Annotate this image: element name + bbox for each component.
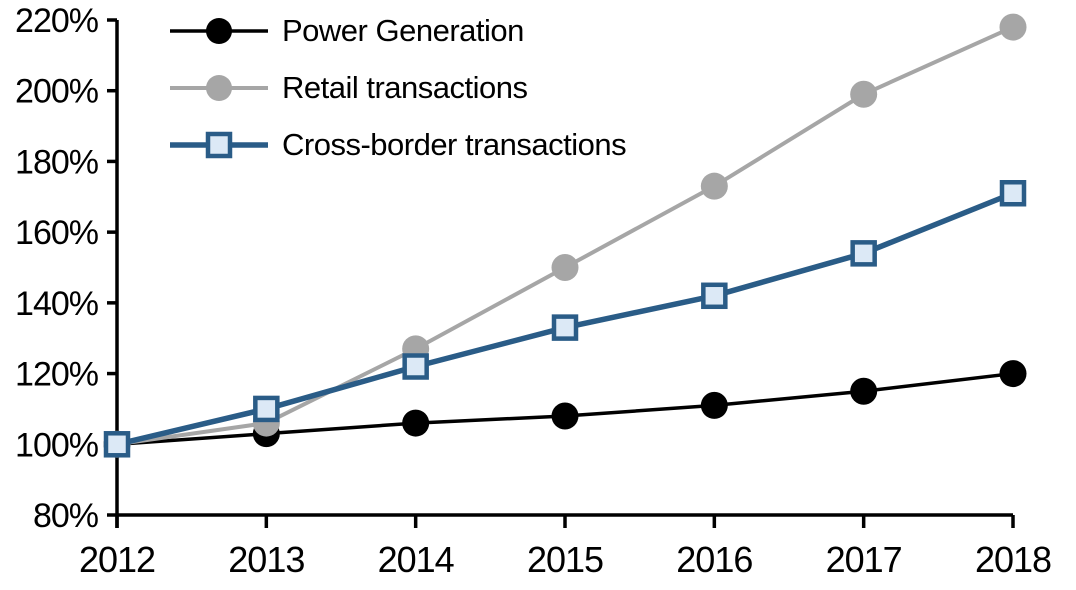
marker-power-generation-2018 xyxy=(999,360,1027,388)
marker-power-generation-2016 xyxy=(700,391,728,419)
x-tick-label: 2017 xyxy=(826,539,902,580)
legend-item-cross-border-transactions: Cross-border transactions xyxy=(168,116,627,173)
x-tick-label: 2012 xyxy=(79,539,155,580)
y-tick-label: 180% xyxy=(15,143,99,181)
y-tick-label: 120% xyxy=(15,356,99,394)
x-tick-label: 2013 xyxy=(228,539,304,580)
marker-power-generation-2017 xyxy=(850,377,878,405)
legend-item-power-generation: Power Generation xyxy=(168,2,626,59)
marker-cross-border-transactions-2018 xyxy=(999,180,1027,207)
x-tick-label: 2016 xyxy=(676,539,752,580)
legend-label: Power Generation xyxy=(282,12,524,48)
marker-retail-transactions-2015 xyxy=(551,254,579,281)
marker-cross-border-transactions-2016 xyxy=(701,282,728,310)
marker-power-generation-2015 xyxy=(551,402,579,430)
x-tick-label: 2015 xyxy=(527,539,603,580)
legend-label: Cross-border transactions xyxy=(282,126,627,162)
y-tick-label: 200% xyxy=(15,73,99,111)
marker-retail-transactions-2016 xyxy=(700,172,728,200)
legend-item-retail-transactions: Retail transactions xyxy=(168,59,626,116)
cross-border-transactions-line-marker-icon xyxy=(170,131,268,158)
x-tick-label: 2018 xyxy=(975,539,1051,580)
marker-power-generation-2014 xyxy=(402,409,430,437)
legend-label: Retail transactions xyxy=(282,69,528,105)
marker-cross-border-transactions-2017 xyxy=(850,240,877,267)
chart-legend: Power Generation Retail transactions Cro… xyxy=(168,2,627,173)
y-tick-label: 140% xyxy=(15,285,99,323)
marker-cross-border-transactions-2015 xyxy=(551,314,579,341)
marker-retail-transactions-2018 xyxy=(999,13,1027,41)
marker-cross-border-transactions-2013 xyxy=(253,395,280,423)
marker-cross-border-transactions-2014 xyxy=(402,353,429,380)
power-generation-line-marker-icon xyxy=(170,17,268,44)
marker-cross-border-transactions-2012 xyxy=(103,431,131,458)
y-tick-label: 100% xyxy=(15,426,99,464)
x-tick-label: 2014 xyxy=(378,539,454,580)
y-tick-label: 80% xyxy=(33,497,99,535)
retail-transactions-line-marker-icon xyxy=(170,74,268,101)
y-tick-label: 220% xyxy=(15,2,99,40)
marker-retail-transactions-2017 xyxy=(850,80,878,108)
y-tick-label: 160% xyxy=(15,214,99,252)
